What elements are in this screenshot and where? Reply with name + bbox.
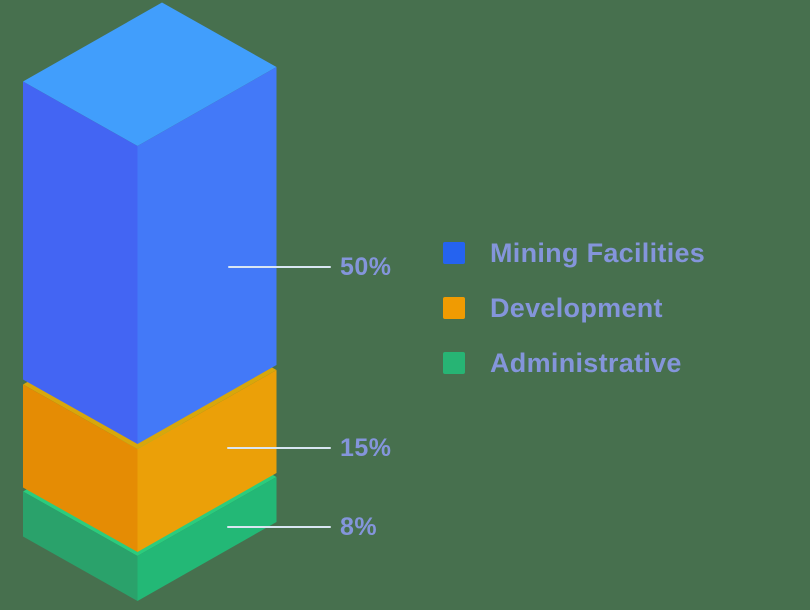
segment-mining-facilities-left-face [23, 81, 138, 444]
legend: Mining Facilities Development Administra… [443, 237, 706, 378]
segment-mining-facilities-top-face [23, 2, 277, 146]
legend-item-administrative: Administrative [443, 347, 705, 378]
legend-swatch-development [443, 297, 465, 319]
legend-label-development: Development [490, 292, 663, 323]
callout-administrative: 8% [227, 509, 377, 545]
value-label-development: 15% [340, 433, 392, 462]
legend-label-administrative: Administrative [490, 347, 682, 378]
value-label-mining-facilities: 50% [340, 252, 392, 281]
segment-development-left-face [23, 384, 138, 552]
callout-line-development [227, 447, 331, 449]
legend-item-development: Development [443, 292, 705, 323]
callout-line-mining-facilities [228, 266, 331, 268]
legend-swatch-administrative [443, 352, 465, 374]
segment-administrative-left-face [23, 491, 138, 601]
segment-mining-facilities-right-face [137, 67, 277, 444]
callout-development: 15% [227, 430, 392, 466]
callout-mining-facilities: 50% [228, 249, 392, 285]
legend-item-mining-facilities: Mining Facilities [443, 237, 706, 268]
segment-development-right-face [137, 370, 277, 552]
legend-swatch-mining-facilities [443, 242, 465, 264]
legend-label-mining-facilities: Mining Facilities [490, 237, 706, 268]
value-label-administrative: 8% [340, 512, 378, 541]
segment-administrative-right-face [137, 477, 277, 601]
callout-line-administrative [227, 526, 331, 528]
